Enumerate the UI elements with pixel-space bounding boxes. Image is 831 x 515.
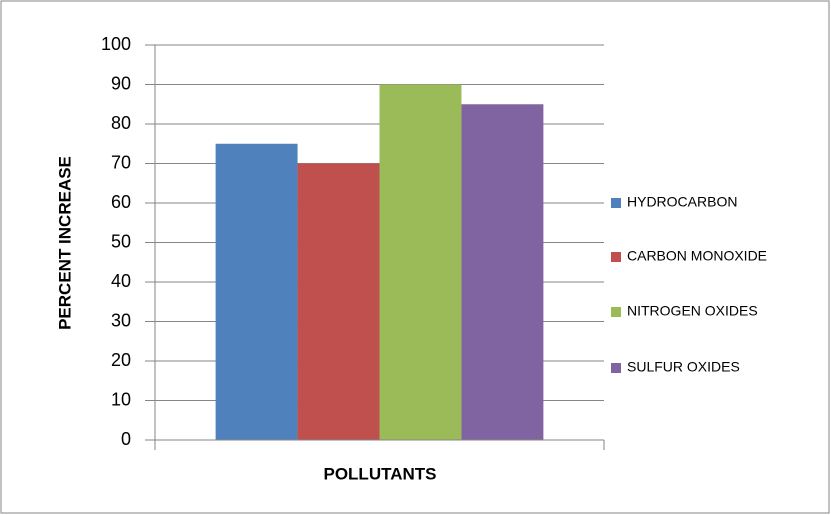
y-tick-label: 70 [111,152,131,172]
legend-label: SULFUR OXIDES [627,359,740,375]
legend-label: NITROGEN OXIDES [627,303,758,319]
y-tick-label: 20 [111,350,131,370]
y-tick-label: 90 [111,73,131,93]
y-tick-label: 10 [111,389,131,409]
y-tick-label: 0 [121,429,131,449]
bar [379,84,462,440]
y-tick-label: 50 [111,231,131,251]
bar [461,104,544,440]
y-tick-label: 100 [101,34,131,54]
y-tick-label: 40 [111,271,131,291]
bar [215,143,298,440]
y-tick-label: 60 [111,192,131,212]
y-tick-label: 30 [111,310,131,330]
legend-swatch [611,252,621,262]
legend-label: HYDROCARBON [627,194,737,210]
y-axis-title: PERCENT INCREASE [55,156,74,330]
legend-swatch [611,307,621,317]
y-tick-label: 80 [111,113,131,133]
legend-swatch [611,198,621,208]
x-axis-title: POLLUTANTS [323,464,436,483]
bar [297,163,380,440]
legend-label: CARBON MONOXIDE [627,248,767,264]
legend-swatch [611,363,621,373]
